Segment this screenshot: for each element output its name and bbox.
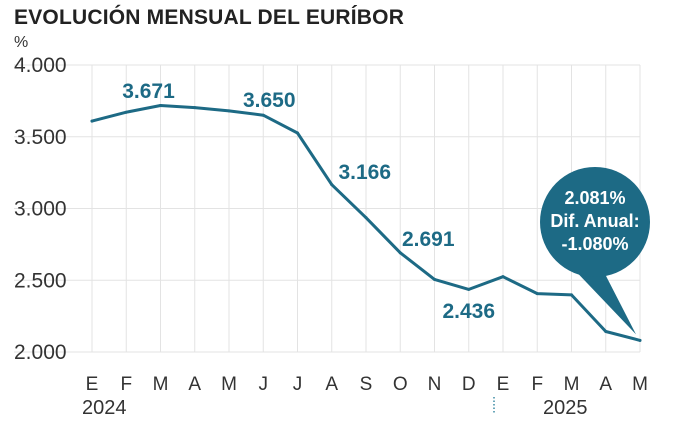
x-tick-label: E xyxy=(497,374,510,395)
x-tick-label: S xyxy=(360,374,373,395)
x-tick-label: M xyxy=(221,374,237,395)
y-unit-label: % xyxy=(14,34,29,51)
data-label: 2.691 xyxy=(402,228,455,251)
x-tick-label: M xyxy=(153,374,169,395)
data-point xyxy=(433,277,436,281)
data-label: 3.650 xyxy=(243,89,296,112)
x-tick-label: J xyxy=(293,374,303,395)
x-tick-label: M xyxy=(564,374,580,395)
data-point xyxy=(193,106,197,110)
x-tick-label: F xyxy=(531,374,543,395)
data-point xyxy=(296,131,299,135)
y-tick-label: 2.000 xyxy=(14,341,67,364)
annotation-text: 2.081% xyxy=(564,188,625,208)
data-label: 3.671 xyxy=(122,80,175,103)
x-tick-label: F xyxy=(120,374,132,395)
data-point xyxy=(467,287,471,291)
y-tick-label: 3.500 xyxy=(14,126,67,149)
data-point xyxy=(330,183,334,187)
y-tick-label: 2.500 xyxy=(14,269,67,292)
x-tick-label: E xyxy=(86,374,99,395)
y-tick-label: 4.000 xyxy=(14,54,67,77)
data-label: 3.166 xyxy=(338,161,391,184)
annotation-pointer xyxy=(567,262,636,335)
data-point xyxy=(604,329,608,333)
data-point xyxy=(501,275,505,279)
data-point xyxy=(227,109,231,113)
annotation-text: -1.080% xyxy=(561,234,628,254)
data-point xyxy=(261,113,265,117)
data-point xyxy=(124,110,128,114)
annotation-text: Dif. Anual: xyxy=(550,211,639,231)
data-point xyxy=(570,293,573,297)
x-tick-label: A xyxy=(325,374,338,395)
x-tick-label: O xyxy=(393,374,408,395)
x-tick-label: D xyxy=(462,374,476,395)
x-tick-label: N xyxy=(428,374,442,395)
x-tick-label: J xyxy=(259,374,269,395)
x-tick-label: M xyxy=(632,374,648,395)
data-point xyxy=(398,251,402,255)
year-label: 2024 xyxy=(82,397,127,419)
data-point xyxy=(90,119,94,123)
data-point xyxy=(364,216,368,220)
y-tick-label: 3.000 xyxy=(14,198,67,221)
x-tick-label: A xyxy=(599,374,612,395)
data-point xyxy=(159,103,162,107)
data-point xyxy=(638,338,642,342)
year-label: 2025 xyxy=(543,397,588,419)
data-label: 2.436 xyxy=(442,300,495,323)
data-point xyxy=(535,292,539,296)
chart-title: EVOLUCIÓN MENSUAL DEL EURÍBOR xyxy=(14,6,405,29)
x-tick-label: A xyxy=(188,374,201,395)
annotation-bubble xyxy=(540,167,650,277)
